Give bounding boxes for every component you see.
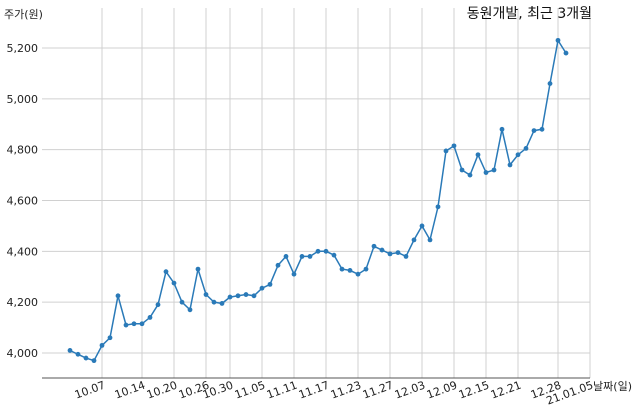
data-point bbox=[219, 301, 225, 306]
grid bbox=[42, 8, 591, 378]
data-point bbox=[435, 204, 441, 210]
data-point bbox=[155, 302, 161, 308]
x-tick-label: 11.17 bbox=[297, 379, 331, 402]
data-point bbox=[355, 271, 361, 277]
data-point bbox=[243, 292, 249, 297]
data-point bbox=[267, 281, 273, 287]
data-point bbox=[211, 299, 217, 305]
y-tick-label: 5,200 bbox=[7, 42, 39, 55]
data-point bbox=[99, 342, 105, 348]
y-tick-label: 4,800 bbox=[7, 144, 39, 157]
x-tick-label: 10.14 bbox=[113, 379, 147, 402]
data-point bbox=[371, 243, 377, 249]
data-point bbox=[163, 269, 169, 275]
data-point bbox=[171, 280, 177, 286]
data-point bbox=[275, 262, 281, 268]
data-point bbox=[315, 248, 321, 254]
data-point bbox=[427, 237, 433, 243]
x-axis-title: 날짜(일) bbox=[593, 379, 632, 393]
y-tick-label: 5,000 bbox=[7, 93, 39, 106]
x-tick-label: 12.15 bbox=[457, 379, 491, 402]
data-point bbox=[83, 355, 89, 361]
y-tick-label: 4,200 bbox=[7, 296, 39, 309]
y-tick-label: 4,000 bbox=[7, 347, 39, 360]
y-axis-title: 주가(원) bbox=[4, 8, 43, 21]
data-point bbox=[139, 321, 145, 327]
data-point bbox=[523, 145, 529, 151]
data-point bbox=[251, 293, 257, 299]
data-point bbox=[147, 315, 153, 320]
data-point bbox=[187, 307, 193, 313]
x-tick-label: 12.21 bbox=[489, 379, 523, 402]
data-point bbox=[67, 348, 73, 353]
x-tick-label: 11.23 bbox=[329, 379, 363, 402]
data-point bbox=[475, 152, 481, 158]
data-point bbox=[227, 294, 233, 300]
data-point bbox=[411, 237, 417, 243]
data-point bbox=[379, 247, 385, 253]
data-point bbox=[491, 167, 497, 173]
data-point bbox=[395, 250, 401, 256]
data-point bbox=[387, 251, 393, 257]
x-tick-label: 12.03 bbox=[393, 379, 427, 402]
data-point bbox=[331, 252, 337, 258]
x-tick-label: 10.07 bbox=[73, 379, 107, 402]
data-point bbox=[91, 358, 97, 364]
data-point bbox=[515, 152, 521, 158]
data-point bbox=[483, 170, 489, 175]
x-tick-label: 11.11 bbox=[265, 379, 299, 402]
data-point bbox=[307, 254, 313, 259]
data-point bbox=[107, 335, 113, 341]
x-tick-label: 12.09 bbox=[425, 379, 459, 402]
data-point bbox=[443, 148, 449, 154]
data-point bbox=[179, 299, 185, 305]
data-point bbox=[131, 321, 137, 327]
data-point bbox=[75, 351, 81, 357]
x-tick-label: 10.20 bbox=[145, 379, 179, 402]
data-point bbox=[507, 162, 513, 168]
series-layer bbox=[67, 37, 569, 364]
data-point bbox=[563, 50, 569, 56]
data-point bbox=[555, 37, 561, 43]
data-point bbox=[419, 223, 425, 229]
data-point bbox=[467, 172, 473, 178]
data-point bbox=[123, 322, 129, 328]
data-point bbox=[291, 271, 297, 277]
data-point bbox=[499, 126, 505, 132]
data-point bbox=[451, 143, 457, 149]
data-point bbox=[323, 248, 329, 254]
data-point bbox=[363, 266, 369, 272]
data-point bbox=[299, 254, 305, 259]
data-point bbox=[539, 126, 545, 132]
labels: 주가(원) 날짜(일) 동원개발, 최근 3개월 bbox=[4, 6, 632, 393]
x-tick-label: 11.27 bbox=[361, 379, 395, 402]
data-point bbox=[235, 293, 241, 299]
data-point bbox=[283, 254, 289, 259]
chart-title: 동원개발, 최근 3개월 bbox=[467, 6, 592, 22]
y-tick-label: 4,400 bbox=[7, 245, 39, 258]
data-point bbox=[403, 254, 409, 259]
data-point bbox=[347, 267, 353, 273]
data-point bbox=[259, 285, 265, 291]
data-point bbox=[203, 292, 209, 297]
x-tick-label: 11.05 bbox=[233, 379, 267, 402]
data-point bbox=[339, 266, 345, 272]
y-tick-label: 4,600 bbox=[7, 195, 39, 208]
data-point bbox=[115, 293, 121, 299]
data-point bbox=[531, 128, 537, 134]
data-point bbox=[459, 167, 465, 173]
data-point bbox=[195, 266, 201, 272]
data-point bbox=[547, 81, 553, 86]
